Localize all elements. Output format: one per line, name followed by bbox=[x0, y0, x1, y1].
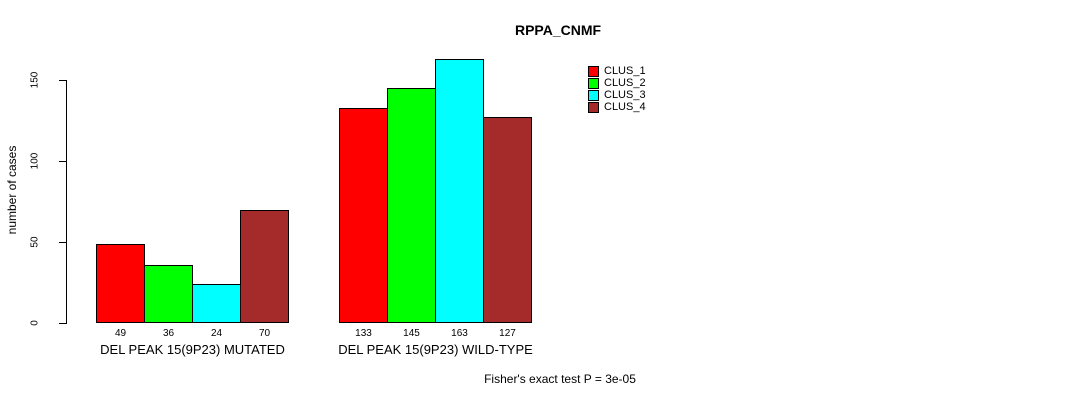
y-tick bbox=[59, 242, 66, 243]
y-tick bbox=[59, 161, 66, 162]
y-tick-label: 50 bbox=[29, 236, 41, 248]
bar-value-label: 163 bbox=[451, 328, 468, 339]
bar-value-label: 49 bbox=[114, 328, 127, 339]
legend-swatch bbox=[588, 90, 599, 101]
legend-label: CLUS_2 bbox=[604, 77, 646, 89]
bar bbox=[192, 284, 241, 323]
fisher-test-annotation: Fisher's exact test P = 3e-05 bbox=[484, 372, 636, 386]
bar bbox=[339, 107, 388, 323]
legend-swatch bbox=[588, 102, 599, 113]
bar-value-label: 127 bbox=[499, 328, 516, 339]
y-tick-label: 150 bbox=[29, 71, 41, 89]
y-tick bbox=[59, 80, 66, 81]
legend-swatch bbox=[588, 66, 599, 77]
y-tick-label: 0 bbox=[29, 320, 41, 326]
bar-value-label: 24 bbox=[210, 328, 223, 339]
bar bbox=[483, 117, 532, 323]
y-tick-label: 100 bbox=[29, 152, 41, 170]
legend-label: CLUS_3 bbox=[604, 89, 646, 101]
bar-value-label: 133 bbox=[355, 328, 372, 339]
legend-swatch bbox=[588, 78, 599, 89]
bar bbox=[96, 243, 145, 323]
bar bbox=[387, 88, 436, 323]
y-axis-title: number of cases bbox=[5, 145, 19, 235]
group-label: DEL PEAK 15(9P23) WILD-TYPE bbox=[338, 342, 533, 357]
bar-value-label: 145 bbox=[403, 328, 420, 339]
group-label: DEL PEAK 15(9P23) MUTATED bbox=[100, 342, 285, 357]
bar-value-label: 70 bbox=[258, 328, 271, 339]
bar bbox=[240, 209, 289, 323]
chart-title: RPPA_CNMF bbox=[514, 22, 602, 38]
bar bbox=[144, 264, 193, 323]
y-tick bbox=[59, 323, 66, 324]
legend-label: CLUS_4 bbox=[604, 101, 646, 113]
legend-label: CLUS_1 bbox=[604, 65, 646, 77]
bar bbox=[435, 58, 484, 323]
y-axis-line bbox=[66, 80, 67, 324]
bar-value-label: 36 bbox=[162, 328, 175, 339]
